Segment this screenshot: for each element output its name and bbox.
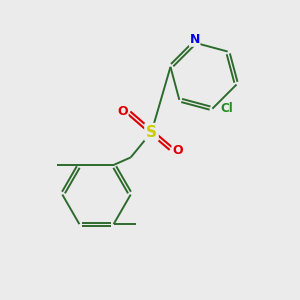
Text: Cl: Cl: [221, 102, 233, 115]
Text: N: N: [190, 33, 200, 46]
Text: S: S: [146, 125, 157, 140]
Text: O: O: [172, 144, 183, 157]
Text: O: O: [117, 105, 128, 118]
